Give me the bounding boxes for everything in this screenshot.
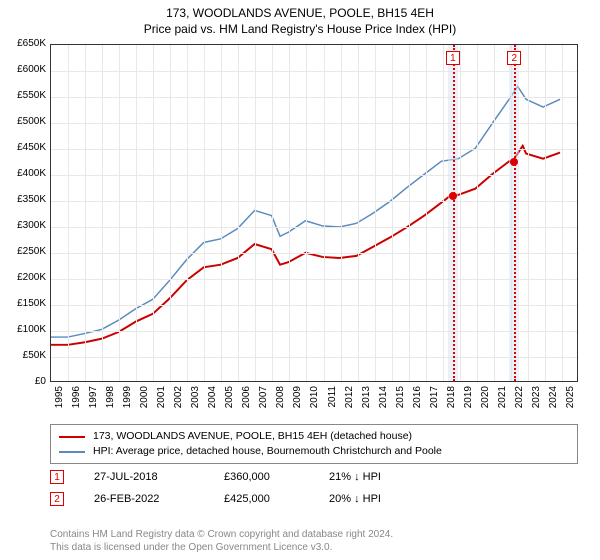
legend-label: HPI: Average price, detached house, Bour… — [93, 444, 442, 459]
legend-item: HPI: Average price, detached house, Bour… — [59, 444, 569, 459]
x-axis-label: 2006 — [241, 386, 252, 416]
legend-swatch — [59, 436, 85, 438]
legend-label: 173, WOODLANDS AVENUE, POOLE, BH15 4EH (… — [93, 429, 412, 444]
y-axis-label: £300K — [4, 220, 46, 231]
x-axis-label: 2007 — [258, 386, 269, 416]
chart-title-2: Price paid vs. HM Land Registry's House … — [0, 20, 600, 36]
footer: Contains HM Land Registry data © Crown c… — [50, 528, 393, 554]
data-point-dot — [510, 158, 518, 166]
x-axis-label: 2000 — [139, 386, 150, 416]
chart-title-1: 173, WOODLANDS AVENUE, POOLE, BH15 4EH — [0, 0, 600, 20]
x-axis-label: 1995 — [54, 386, 65, 416]
footer-line: This data is licensed under the Open Gov… — [50, 541, 393, 554]
x-axis-label: 2002 — [173, 386, 184, 416]
x-axis-label: 1996 — [71, 386, 82, 416]
plot-area: 12 — [50, 44, 578, 382]
x-axis-label: 2011 — [327, 386, 338, 416]
chart-container: 173, WOODLANDS AVENUE, POOLE, BH15 4EH P… — [0, 0, 600, 560]
y-axis-label: £600K — [4, 64, 46, 75]
x-axis-label: 2021 — [497, 386, 508, 416]
y-axis-label: £0 — [4, 376, 46, 387]
x-axis-label: 1997 — [88, 386, 99, 416]
x-axis-label: 1998 — [105, 386, 116, 416]
legend: 173, WOODLANDS AVENUE, POOLE, BH15 4EH (… — [50, 424, 578, 464]
sale-change: 21% ↓ HPI — [329, 471, 429, 483]
x-axis-label: 2001 — [156, 386, 167, 416]
sale-change: 20% ↓ HPI — [329, 493, 429, 505]
x-axis-label: 2017 — [429, 386, 440, 416]
x-axis-label: 2024 — [548, 386, 559, 416]
legend-item: 173, WOODLANDS AVENUE, POOLE, BH15 4EH (… — [59, 429, 569, 444]
y-axis-label: £200K — [4, 272, 46, 283]
y-axis-label: £500K — [4, 116, 46, 127]
sales-table: 1 27-JUL-2018 £360,000 21% ↓ HPI 2 26-FE… — [50, 466, 578, 510]
x-axis-label: 2019 — [463, 386, 474, 416]
x-axis-label: 2013 — [361, 386, 372, 416]
x-axis-label: 2003 — [190, 386, 201, 416]
x-axis-label: 2025 — [565, 386, 576, 416]
x-axis-label: 1999 — [122, 386, 133, 416]
chart-marker-box: 2 — [507, 51, 521, 65]
y-axis-label: £650K — [4, 38, 46, 49]
x-axis-label: 2012 — [344, 386, 355, 416]
chart-marker-box: 1 — [446, 51, 460, 65]
x-axis-label: 2009 — [292, 386, 303, 416]
x-axis-label: 2005 — [224, 386, 235, 416]
y-axis-label: £550K — [4, 90, 46, 101]
legend-swatch — [59, 451, 85, 453]
x-axis-label: 2004 — [207, 386, 218, 416]
x-axis-label: 2010 — [309, 386, 320, 416]
sale-date: 26-FEB-2022 — [94, 493, 224, 505]
sale-row: 2 26-FEB-2022 £425,000 20% ↓ HPI — [50, 488, 578, 510]
y-axis-label: £250K — [4, 246, 46, 257]
sale-price: £360,000 — [224, 471, 329, 483]
y-axis-label: £100K — [4, 324, 46, 335]
x-axis-label: 2018 — [446, 386, 457, 416]
sale-row: 1 27-JUL-2018 £360,000 21% ↓ HPI — [50, 466, 578, 488]
y-axis-label: £350K — [4, 194, 46, 205]
y-axis-label: £50K — [4, 350, 46, 361]
sale-marker-box: 2 — [50, 492, 64, 506]
x-axis-label: 2022 — [514, 386, 525, 416]
sale-date: 27-JUL-2018 — [94, 471, 224, 483]
footer-line: Contains HM Land Registry data © Crown c… — [50, 528, 393, 541]
data-point-dot — [449, 192, 457, 200]
x-axis-label: 2023 — [531, 386, 542, 416]
x-axis-label: 2014 — [378, 386, 389, 416]
y-axis-label: £150K — [4, 298, 46, 309]
sale-marker-box: 1 — [50, 470, 64, 484]
x-axis-label: 2020 — [480, 386, 491, 416]
x-axis-label: 2015 — [395, 386, 406, 416]
x-axis-label: 2008 — [275, 386, 286, 416]
y-axis-label: £450K — [4, 142, 46, 153]
sale-price: £425,000 — [224, 493, 329, 505]
y-axis-label: £400K — [4, 168, 46, 179]
x-axis-label: 2016 — [412, 386, 423, 416]
